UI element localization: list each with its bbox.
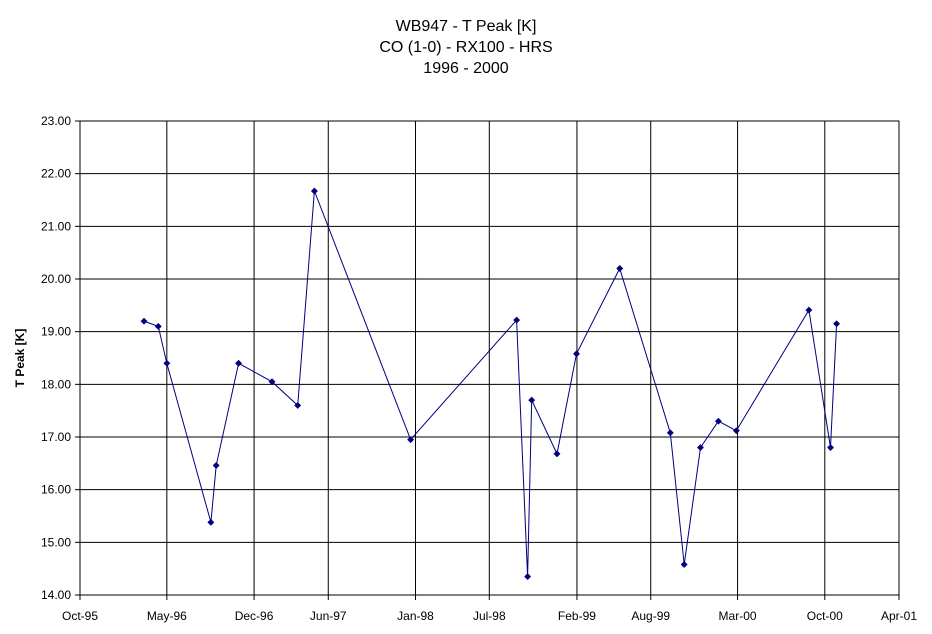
y-tick-label: 18.00 (41, 377, 71, 391)
y-tick-label: 22.00 (41, 167, 71, 181)
y-axis-label: T Peak [K] (13, 329, 27, 388)
data-point-marker (268, 378, 276, 386)
gridlines (79, 120, 900, 596)
data-point-marker (154, 322, 162, 330)
x-tick-label: Jan-98 (397, 609, 434, 623)
data-point-marker (826, 443, 835, 452)
series-layer (140, 187, 841, 581)
x-tick-label: Apr-01 (881, 609, 917, 623)
x-tick-label: Mar-00 (719, 609, 757, 623)
data-point-marker (140, 317, 148, 325)
data-point-marker (310, 187, 318, 195)
y-tick-label: 17.00 (41, 430, 71, 444)
data-point-marker (294, 401, 302, 409)
chart-title-line-3: 1996 - 2000 (423, 60, 509, 77)
data-point-marker (163, 359, 171, 367)
x-tick-label: Jul-98 (473, 609, 506, 623)
y-tick-label: 14.00 (41, 588, 71, 602)
data-point-marker (572, 350, 581, 358)
x-tick-label: Jun-97 (310, 609, 347, 623)
chart-title: WB947 - T Peak [K] CO (1-0) - RX100 - HR… (0, 16, 932, 79)
data-point-marker (553, 450, 561, 458)
series-line (143, 190, 838, 577)
axes: 14.00 15.00 16.00 17.00 18.00 19.00 20.00 21.00… (41, 114, 917, 623)
chart-title-line-2: CO (1-0) - RX100 - HRS (379, 39, 553, 56)
x-tick-label: Oct-95 (62, 609, 98, 623)
x-tick-label: Dec-96 (235, 609, 274, 623)
x-tick-label: May-96 (147, 609, 187, 623)
data-point-marker (714, 417, 722, 425)
data-point-marker (513, 316, 521, 324)
y-tick-label: 20.00 (41, 272, 71, 286)
x-tick-label: Aug-99 (631, 609, 670, 623)
y-tick-label: 19.00 (41, 325, 71, 339)
data-point-marker (666, 429, 674, 437)
y-tick-label: 15.00 (41, 535, 71, 549)
data-point-marker (528, 396, 536, 404)
chart-title-line-1: WB947 - T Peak [K] (395, 18, 537, 35)
data-point-marker (212, 461, 220, 469)
data-point-marker (616, 264, 624, 273)
x-tick-label: Oct-00 (807, 609, 843, 623)
x-tick-label: Feb-99 (558, 609, 596, 623)
data-point-marker (805, 306, 813, 314)
data-point-marker (833, 320, 841, 328)
data-point-marker (235, 359, 243, 367)
data-point-marker (696, 443, 705, 452)
data-point-marker (732, 427, 740, 435)
y-tick-label: 21.00 (41, 219, 71, 233)
data-point-marker (680, 560, 688, 569)
data-point-marker (524, 573, 532, 581)
data-point-marker (207, 518, 215, 526)
data-point-marker (407, 436, 415, 444)
y-tick-label: 23.00 (41, 114, 71, 128)
y-tick-label: 16.00 (41, 483, 71, 497)
